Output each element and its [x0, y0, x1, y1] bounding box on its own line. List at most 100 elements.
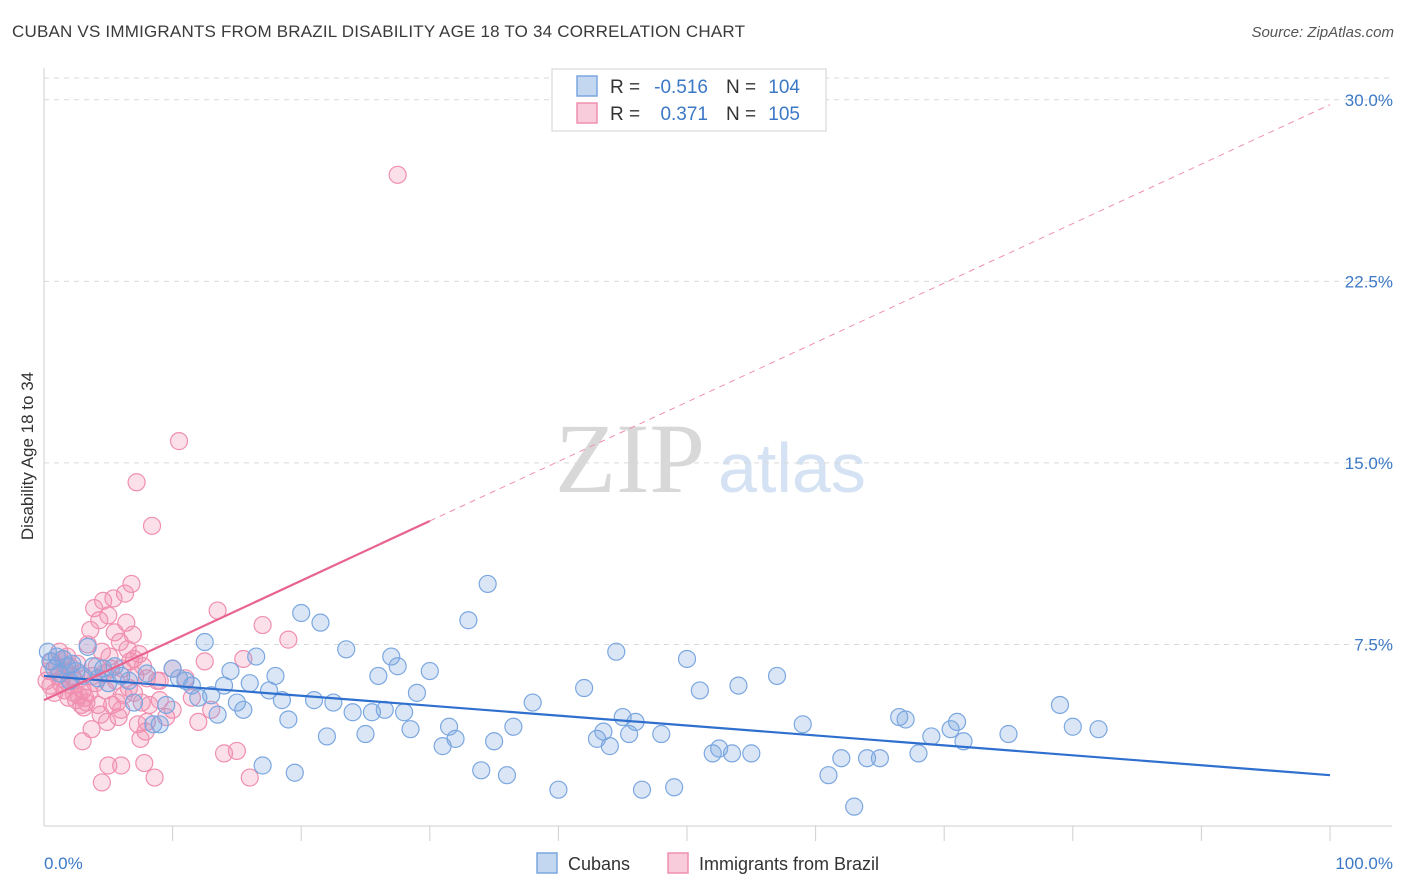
brazil-point	[109, 707, 128, 727]
cubans-point	[119, 671, 138, 690]
watermark-atlas: atlas	[718, 429, 866, 507]
brazil-point	[240, 768, 259, 787]
legend-r-value-brazil: 0.371	[660, 104, 708, 125]
cubans-point	[324, 693, 343, 712]
cubans-point	[234, 700, 253, 719]
cubans-point	[485, 732, 504, 751]
brazil-point	[253, 615, 272, 635]
trend-lines	[43, 104, 1331, 777]
x-ticks	[172, 826, 1331, 841]
cubans-point	[999, 724, 1018, 744]
cubans-point	[845, 797, 864, 816]
cubans-point	[407, 683, 427, 702]
cubans-point	[394, 703, 414, 722]
cubans-point	[652, 724, 671, 744]
brazil-point	[82, 720, 101, 739]
x-tick-label-max: 100.0%	[1335, 854, 1393, 873]
cubans-point	[632, 780, 652, 799]
cubans-point	[311, 613, 330, 632]
legend-swatch-cubans	[576, 75, 598, 97]
y-tick-labels: 7.5% 15.0% 22.5% 30.0%	[1345, 91, 1393, 655]
cubans-point	[150, 715, 169, 734]
y-tick-label: 15.0%	[1345, 454, 1393, 473]
y-axis-label: Disability Age 18 to 34	[18, 372, 37, 540]
cubans-point	[941, 720, 960, 739]
legend-r-label-brazil: R =	[610, 104, 640, 125]
brazil-point	[136, 722, 155, 741]
brazil-trend-extension	[429, 104, 1331, 522]
brazil-point	[99, 606, 118, 625]
cubans-point	[124, 693, 144, 712]
legend-n-value-brazil: 105	[768, 104, 800, 125]
cubans-point	[401, 720, 420, 739]
cubans-point	[382, 647, 401, 666]
y-tick-label: 30.0%	[1345, 91, 1393, 110]
brazil-point	[142, 516, 162, 535]
brazil-point	[97, 712, 117, 732]
cubans-point	[292, 603, 311, 623]
cubans-point	[793, 715, 812, 734]
grid-lines	[44, 77, 1392, 645]
chart-title: CUBAN VS IMMIGRANTS FROM BRAZIL DISABILI…	[12, 22, 746, 41]
brazil-point	[145, 768, 164, 787]
cubans-point	[832, 749, 851, 768]
cubans-point	[857, 749, 877, 768]
cubans-point	[600, 737, 619, 756]
cubans-point	[279, 710, 298, 729]
cubans-trend-line	[43, 674, 1331, 777]
brazil-point	[115, 584, 135, 603]
x-tick-label-min: 0.0%	[44, 854, 83, 873]
cubans-point	[459, 611, 478, 630]
cubans-point	[304, 691, 324, 710]
bottom-legend-label-brazil: Immigrants from Brazil	[699, 854, 879, 874]
cubans-point	[227, 693, 246, 712]
cubans-point	[722, 744, 742, 763]
cubans-point	[497, 766, 517, 785]
cubans-point	[1050, 695, 1070, 715]
bottom-legend-swatch-cubans	[536, 852, 558, 874]
brazil-point	[227, 741, 246, 761]
brazil-point	[104, 589, 123, 608]
cubans-point	[665, 778, 684, 797]
cubans-point	[575, 678, 594, 698]
cubans-point	[195, 632, 214, 652]
brazil-trend-line	[43, 519, 431, 702]
cubans-point	[240, 674, 259, 693]
series-brazil-points	[37, 165, 407, 792]
cubans-point	[523, 693, 542, 712]
series-cubans-points	[38, 574, 1108, 816]
cubans-point	[157, 695, 176, 715]
cubans-point	[369, 666, 388, 686]
brazil-point	[122, 574, 141, 594]
cubans-point	[504, 717, 523, 736]
cubans-point	[253, 756, 272, 775]
cubans-point	[472, 761, 491, 780]
brazil-point	[112, 756, 131, 775]
brazil-point	[195, 652, 214, 671]
cubans-point	[677, 649, 697, 669]
cubans-point	[909, 744, 928, 763]
bottom-legend: Cubans Immigrants from Brazil	[536, 852, 879, 874]
cubans-point	[420, 661, 439, 681]
cubans-point	[317, 727, 337, 746]
cubans-point	[922, 727, 941, 746]
cubans-point	[266, 666, 285, 686]
cubans-point	[947, 712, 967, 732]
legend-swatch-brazil	[576, 102, 598, 124]
cubans-point	[607, 642, 626, 661]
cubans-point	[1089, 720, 1108, 739]
cubans-point	[343, 703, 362, 722]
cubans-point	[337, 640, 356, 659]
cubans-point	[285, 763, 304, 782]
brazil-point	[73, 732, 92, 751]
cubans-point	[446, 729, 465, 748]
cubans-point	[767, 666, 787, 686]
cubans-point	[549, 780, 568, 799]
cubans-point	[742, 744, 761, 763]
legend-r-label-cubans: R =	[610, 77, 640, 98]
cubans-point	[202, 686, 221, 705]
cubans-point	[819, 766, 838, 785]
brazil-point	[189, 712, 208, 732]
cubans-point	[729, 676, 748, 695]
y-tick-label: 7.5%	[1354, 635, 1393, 654]
